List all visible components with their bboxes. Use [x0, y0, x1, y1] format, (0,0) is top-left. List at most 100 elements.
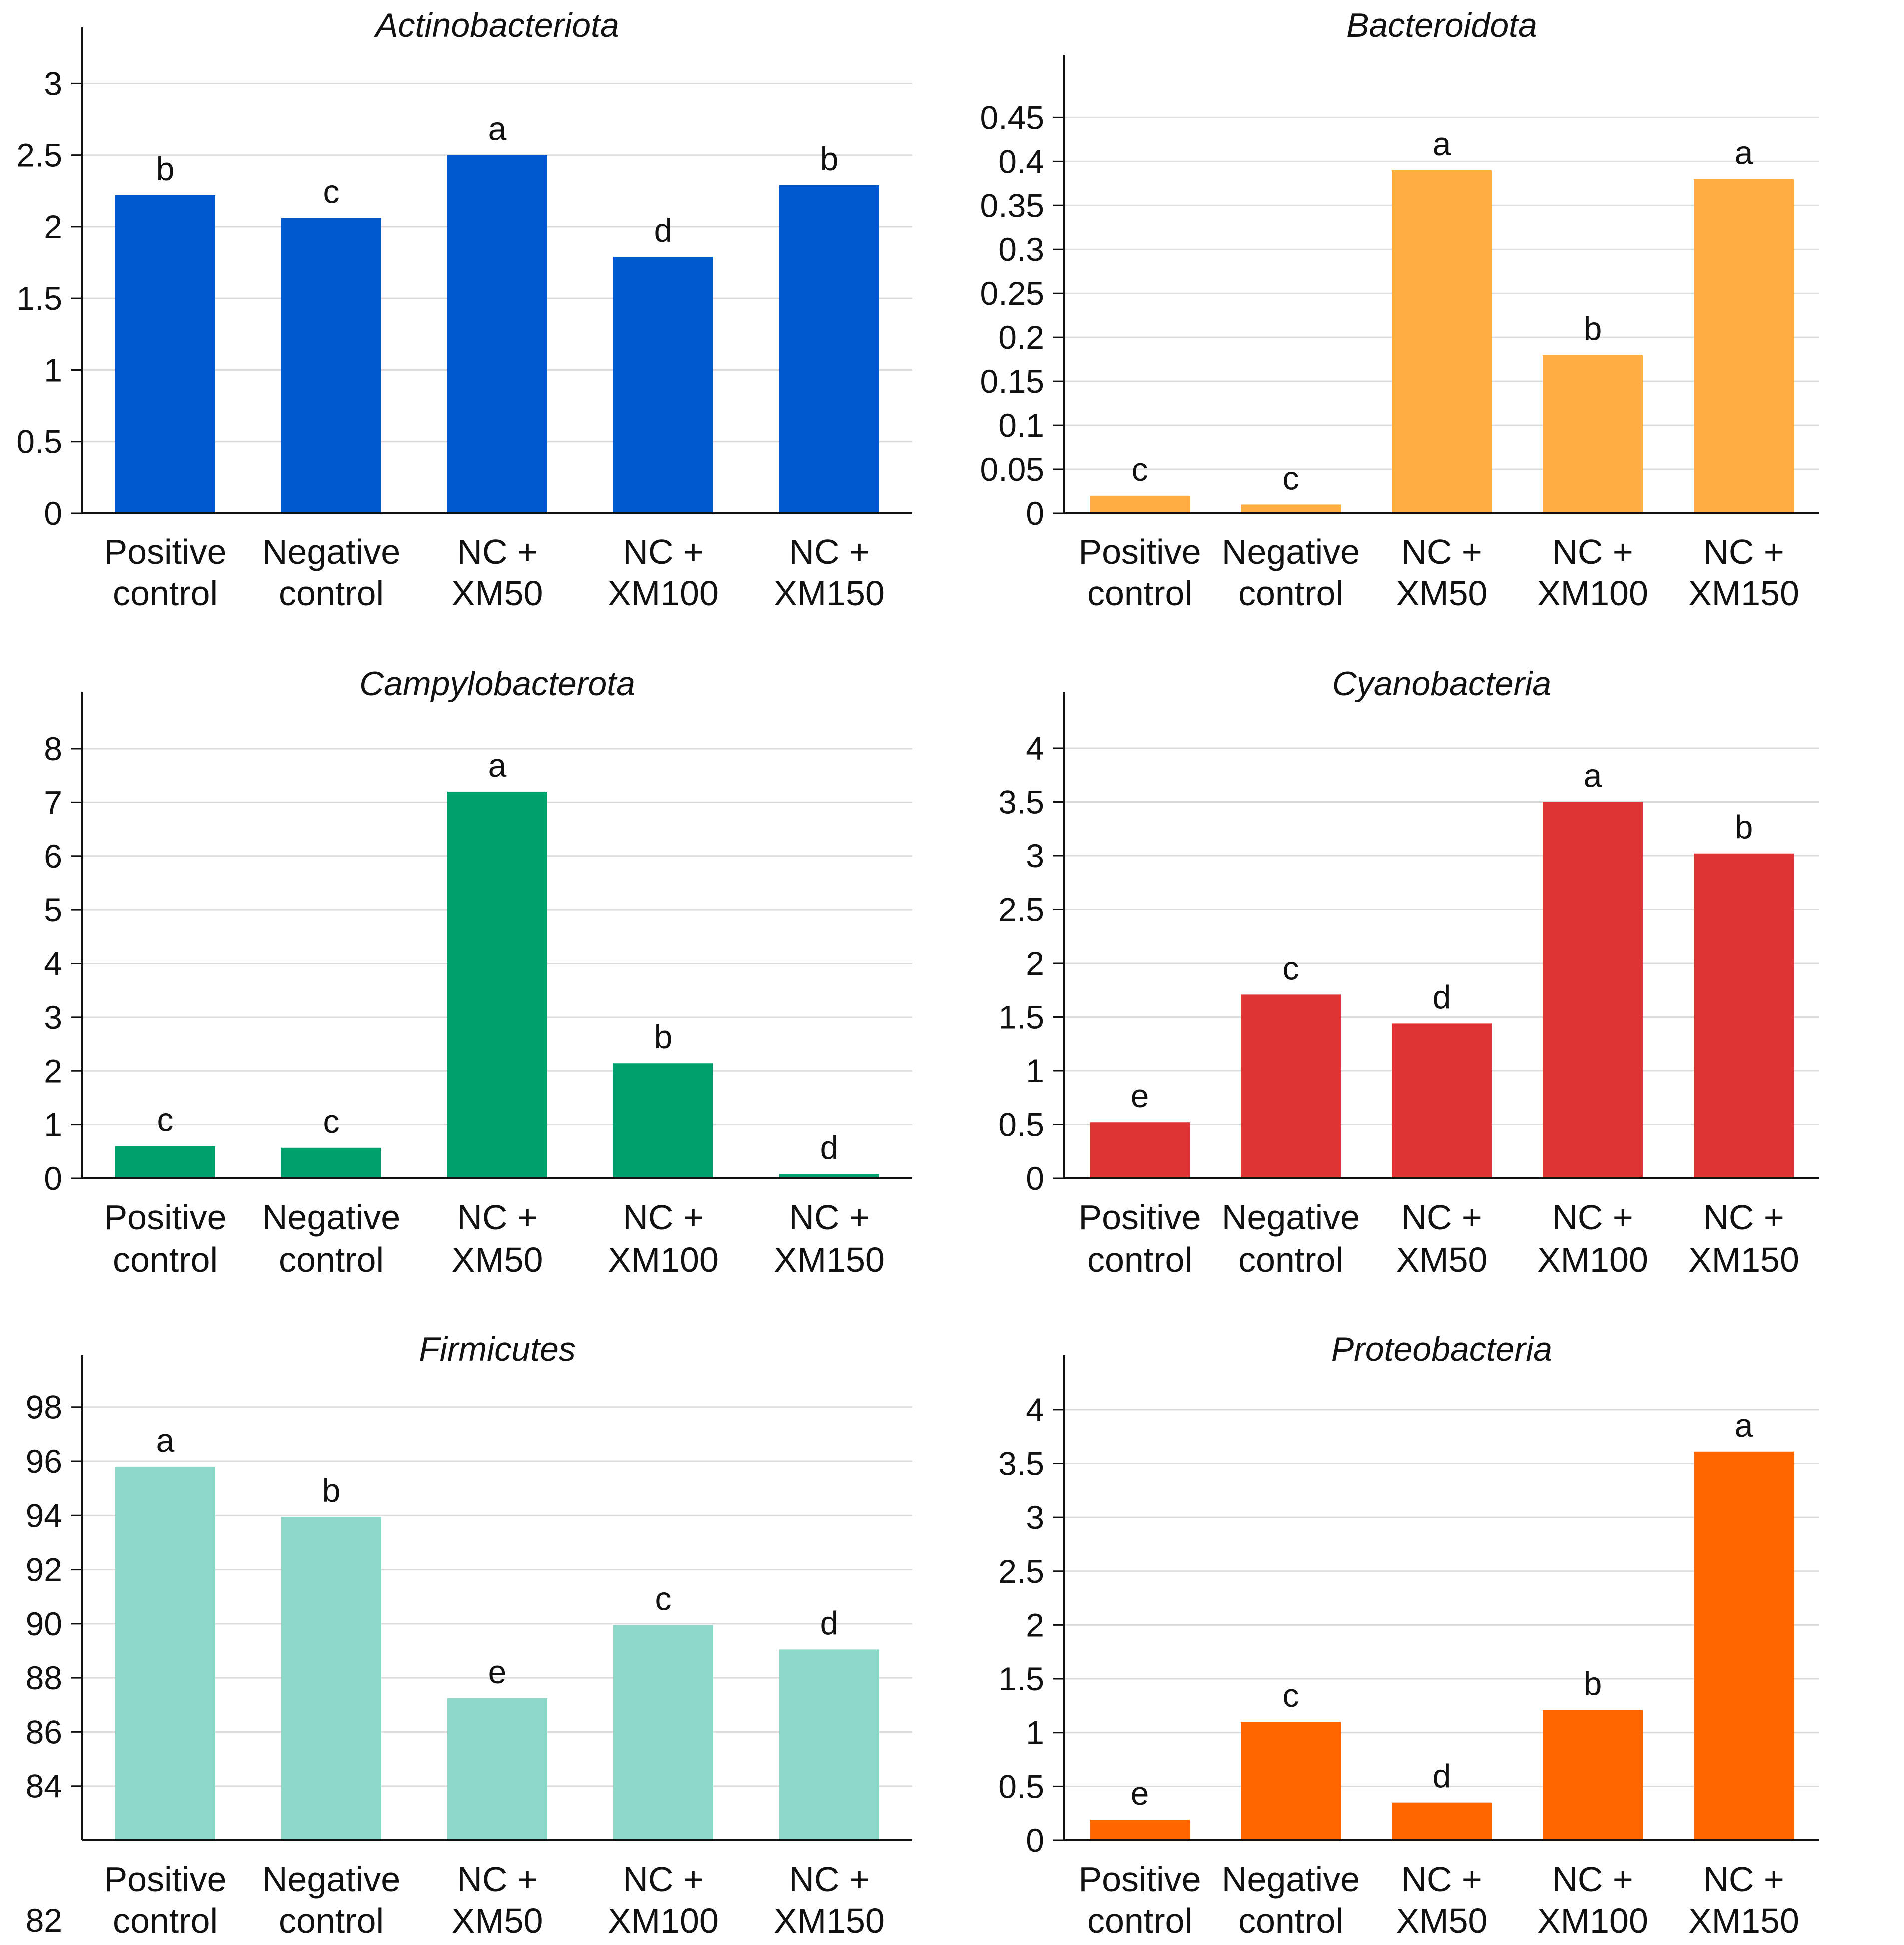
significance-letter: d — [820, 1129, 839, 1166]
y-tick-label: 4 — [1026, 730, 1044, 767]
x-category-label: XM150 — [774, 574, 885, 613]
bar-positive-control — [1090, 1820, 1190, 1840]
significance-letter: c — [1283, 459, 1299, 496]
x-category-label: Negative — [262, 1860, 400, 1899]
y-tick-label: 0.45 — [980, 99, 1044, 136]
significance-letter: b — [820, 140, 839, 177]
y-tick-label: 2.5 — [998, 1553, 1044, 1590]
y-tick-label: 8 — [44, 730, 62, 767]
significance-letter: c — [157, 1101, 174, 1138]
significance-letter: d — [820, 1604, 839, 1641]
y-tick-label: 1.5 — [16, 280, 62, 317]
y-tick-label: 92 — [26, 1551, 62, 1588]
y-tick-label: 6 — [44, 838, 62, 875]
x-category-label: NC + — [1552, 532, 1633, 571]
x-category-label: NC + — [457, 532, 537, 571]
x-category-label: NC + — [1552, 1860, 1633, 1899]
bar-nc-xm150 — [779, 1174, 879, 1178]
y-tick-label: 0.1 — [998, 407, 1044, 444]
y-base-label: 82 — [26, 1902, 62, 1939]
significance-letter: a — [488, 110, 507, 147]
bar-nc-xm50 — [1392, 1802, 1492, 1840]
bar-positive-control — [115, 1466, 215, 1840]
x-category-label: XM150 — [774, 1240, 885, 1279]
x-category-label: control — [279, 1901, 384, 1940]
bar-nc-xm100 — [1543, 355, 1643, 513]
y-tick-label: 3 — [1026, 837, 1044, 874]
y-tick-label: 7 — [44, 784, 62, 821]
x-category-label: XM50 — [452, 1901, 543, 1940]
x-category-label: XM100 — [1537, 1240, 1648, 1279]
x-category-label: Positive — [1078, 1860, 1201, 1899]
y-tick-label: 90 — [26, 1605, 62, 1642]
x-category-label: XM100 — [1537, 574, 1648, 613]
bar-negative-control — [1241, 504, 1341, 513]
y-tick-label: 0.35 — [980, 187, 1044, 224]
x-category-label: NC + — [1703, 1198, 1784, 1237]
y-tick-label: 1 — [44, 1106, 62, 1143]
bar-nc-xm50 — [1392, 170, 1492, 514]
y-tick-label: 0 — [1026, 495, 1044, 532]
y-tick-label: 0.5 — [998, 1106, 1044, 1143]
chart-title: Cyanobacteria — [1332, 665, 1551, 703]
y-tick-label: 0.15 — [980, 363, 1044, 400]
significance-letter: b — [156, 150, 175, 187]
x-category-label: Negative — [262, 532, 400, 571]
y-tick-label: 1.5 — [998, 1660, 1044, 1697]
y-tick-label: 2 — [44, 208, 62, 245]
chart-cyanobacteria: Cyanobacteria00.511.522.533.54ePositivec… — [998, 665, 1819, 1279]
x-category-label: Negative — [1222, 1198, 1360, 1237]
bar-nc-xm100 — [1543, 802, 1643, 1178]
x-category-label: NC + — [789, 532, 869, 571]
y-tick-label: 0.5 — [16, 423, 62, 460]
x-category-label: XM100 — [608, 574, 719, 613]
chart-title: Bacteroidota — [1346, 6, 1537, 44]
x-category-label: control — [1087, 1240, 1192, 1279]
bar-nc-xm100 — [613, 257, 713, 513]
x-category-label: control — [113, 1901, 218, 1940]
y-tick-label: 5 — [44, 891, 62, 928]
chart-bacteroidota: Bacteroidota 0 0.05 0.1 0.15 0.2 0.25 0.3 0.35 0.… — [980, 6, 1819, 613]
bar-positive-control — [115, 1146, 215, 1178]
x-category-label: NC + — [457, 1860, 537, 1899]
x-category-label: NC + — [789, 1860, 869, 1899]
y-tick-label: 0.25 — [980, 275, 1044, 312]
significance-letter: b — [322, 1472, 341, 1509]
y-tick-label: 3 — [44, 65, 62, 102]
significance-letter: c — [323, 1103, 340, 1140]
x-category-label: XM50 — [1396, 1240, 1488, 1279]
significance-letter: a — [156, 1422, 175, 1459]
x-category-label: control — [1087, 574, 1192, 613]
x-category-label: NC + — [1703, 1860, 1784, 1899]
x-category-label: XM150 — [1688, 1240, 1799, 1279]
significance-letter: e — [1131, 1077, 1149, 1114]
significance-letter: c — [655, 1580, 672, 1617]
x-category-label: Positive — [104, 532, 226, 571]
y-tick-label: 2 — [44, 1052, 62, 1089]
bar-nc-xm100 — [613, 1625, 713, 1840]
y-tick-label: 86 — [26, 1713, 62, 1750]
chart-title: Campylobacterota — [359, 665, 635, 703]
y-tick-label: 96 — [26, 1443, 62, 1480]
chart-campylobacterota: Campylobacterota012345678cPositivecontro… — [44, 665, 912, 1279]
x-category-label: control — [1238, 1240, 1343, 1279]
significance-letter: a — [1735, 134, 1753, 171]
x-category-label: control — [113, 574, 218, 613]
y-tick-label: 4 — [1026, 1391, 1044, 1428]
significance-letter: e — [488, 1653, 507, 1690]
x-category-label: XM100 — [608, 1240, 719, 1279]
x-category-label: XM100 — [608, 1901, 719, 1940]
y-tick-label: 0.2 — [998, 319, 1044, 356]
bar-nc-xm150 — [779, 185, 879, 514]
y-tick-label: 0.5 — [998, 1768, 1044, 1805]
significance-letter: c — [1283, 1677, 1299, 1714]
x-category-label: NC + — [1401, 1198, 1482, 1237]
chart-title: Firmicutes — [419, 1330, 576, 1368]
y-tick-label: 0 — [44, 495, 62, 532]
bar-positive-control — [1090, 495, 1190, 513]
bar-nc-xm150 — [1694, 179, 1794, 513]
x-category-label: control — [279, 574, 384, 613]
x-category-label: XM50 — [1396, 574, 1488, 613]
x-category-label: NC + — [1552, 1198, 1633, 1237]
significance-letter: d — [654, 212, 673, 249]
